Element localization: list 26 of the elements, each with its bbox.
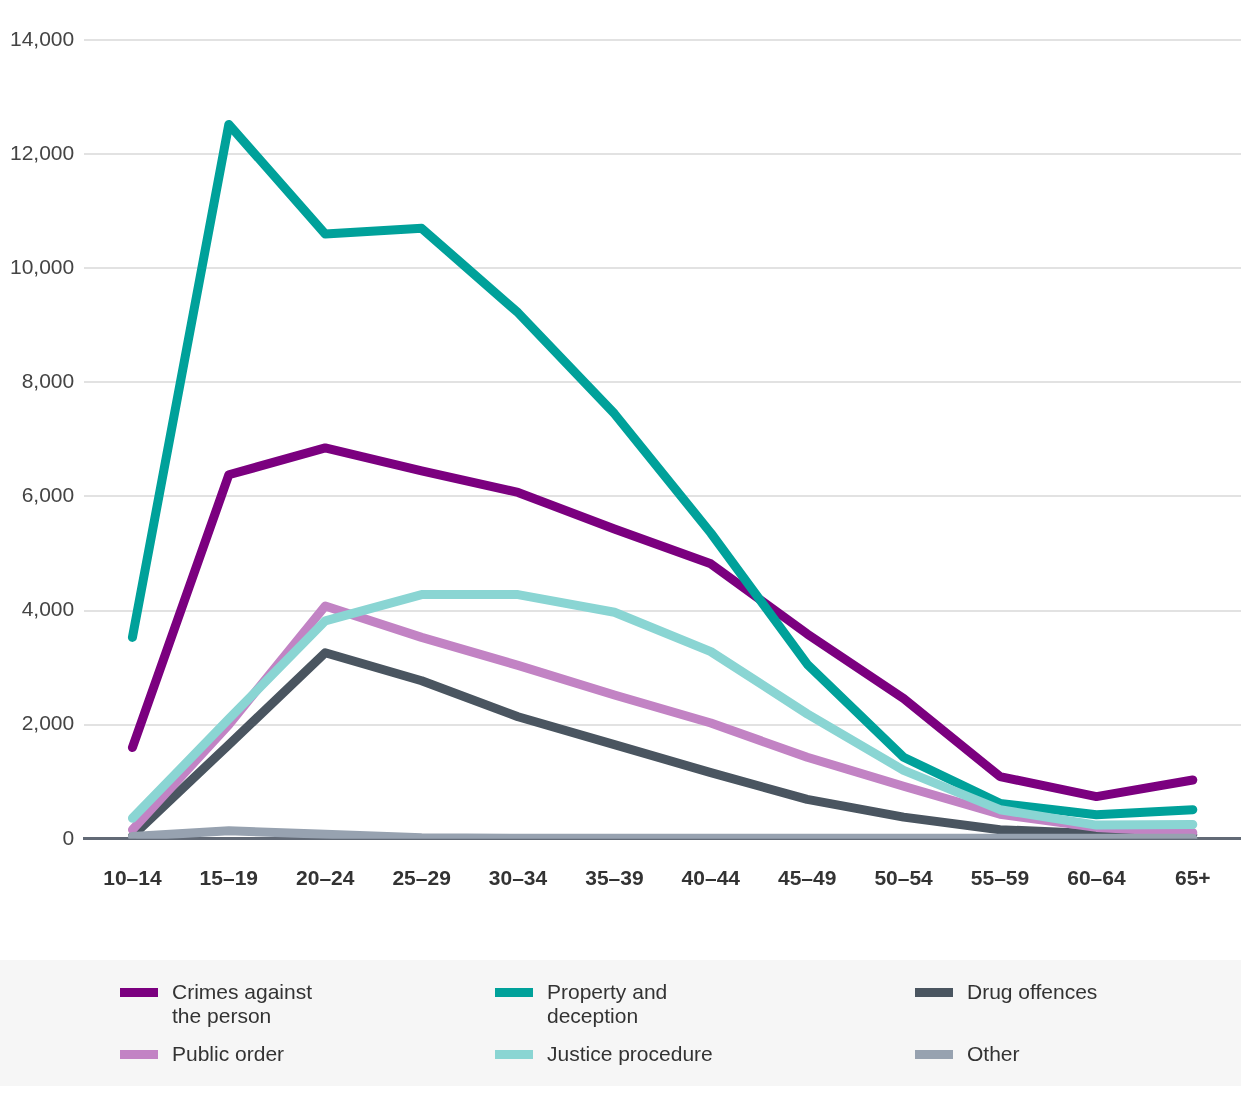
x-tick-label: 10–14 [103,866,162,890]
x-tick-label: 45–49 [778,866,837,890]
y-tick-label: 6,000 [21,483,75,507]
y-tick-label: 14,000 [10,26,75,50]
legend-label: Property and deception [547,980,669,1028]
x-tick-label: 20–24 [296,866,355,890]
x-tick-label: 40–44 [681,866,741,890]
y-tick-label: 4,000 [21,597,75,621]
x-tick-label: 25–29 [392,866,451,890]
y-tick-label: 2,000 [21,711,75,735]
legend-label: Public order [172,1042,285,1066]
y-tick-label: 0 [62,825,75,849]
x-tick-label: 15–19 [199,866,259,890]
x-tick-label: 60–64 [1067,866,1126,890]
y-tick-label: 12,000 [10,140,75,164]
x-tick-label: 30–34 [488,866,548,890]
legend-label: Other [967,1042,1020,1066]
legend-label: Justice procedure [547,1042,713,1066]
y-tick-label: 8,000 [21,369,75,393]
x-tick-label: 35–39 [585,866,644,890]
x-tick-label: 55–59 [970,866,1030,890]
x-tick-label: 65+ [1174,866,1211,890]
legend-label: Crimes against the person [172,980,314,1028]
legend-label: Drug offences [967,980,1098,1004]
y-tick-label: 10,000 [10,255,75,279]
x-tick-label: 50–54 [874,866,934,890]
